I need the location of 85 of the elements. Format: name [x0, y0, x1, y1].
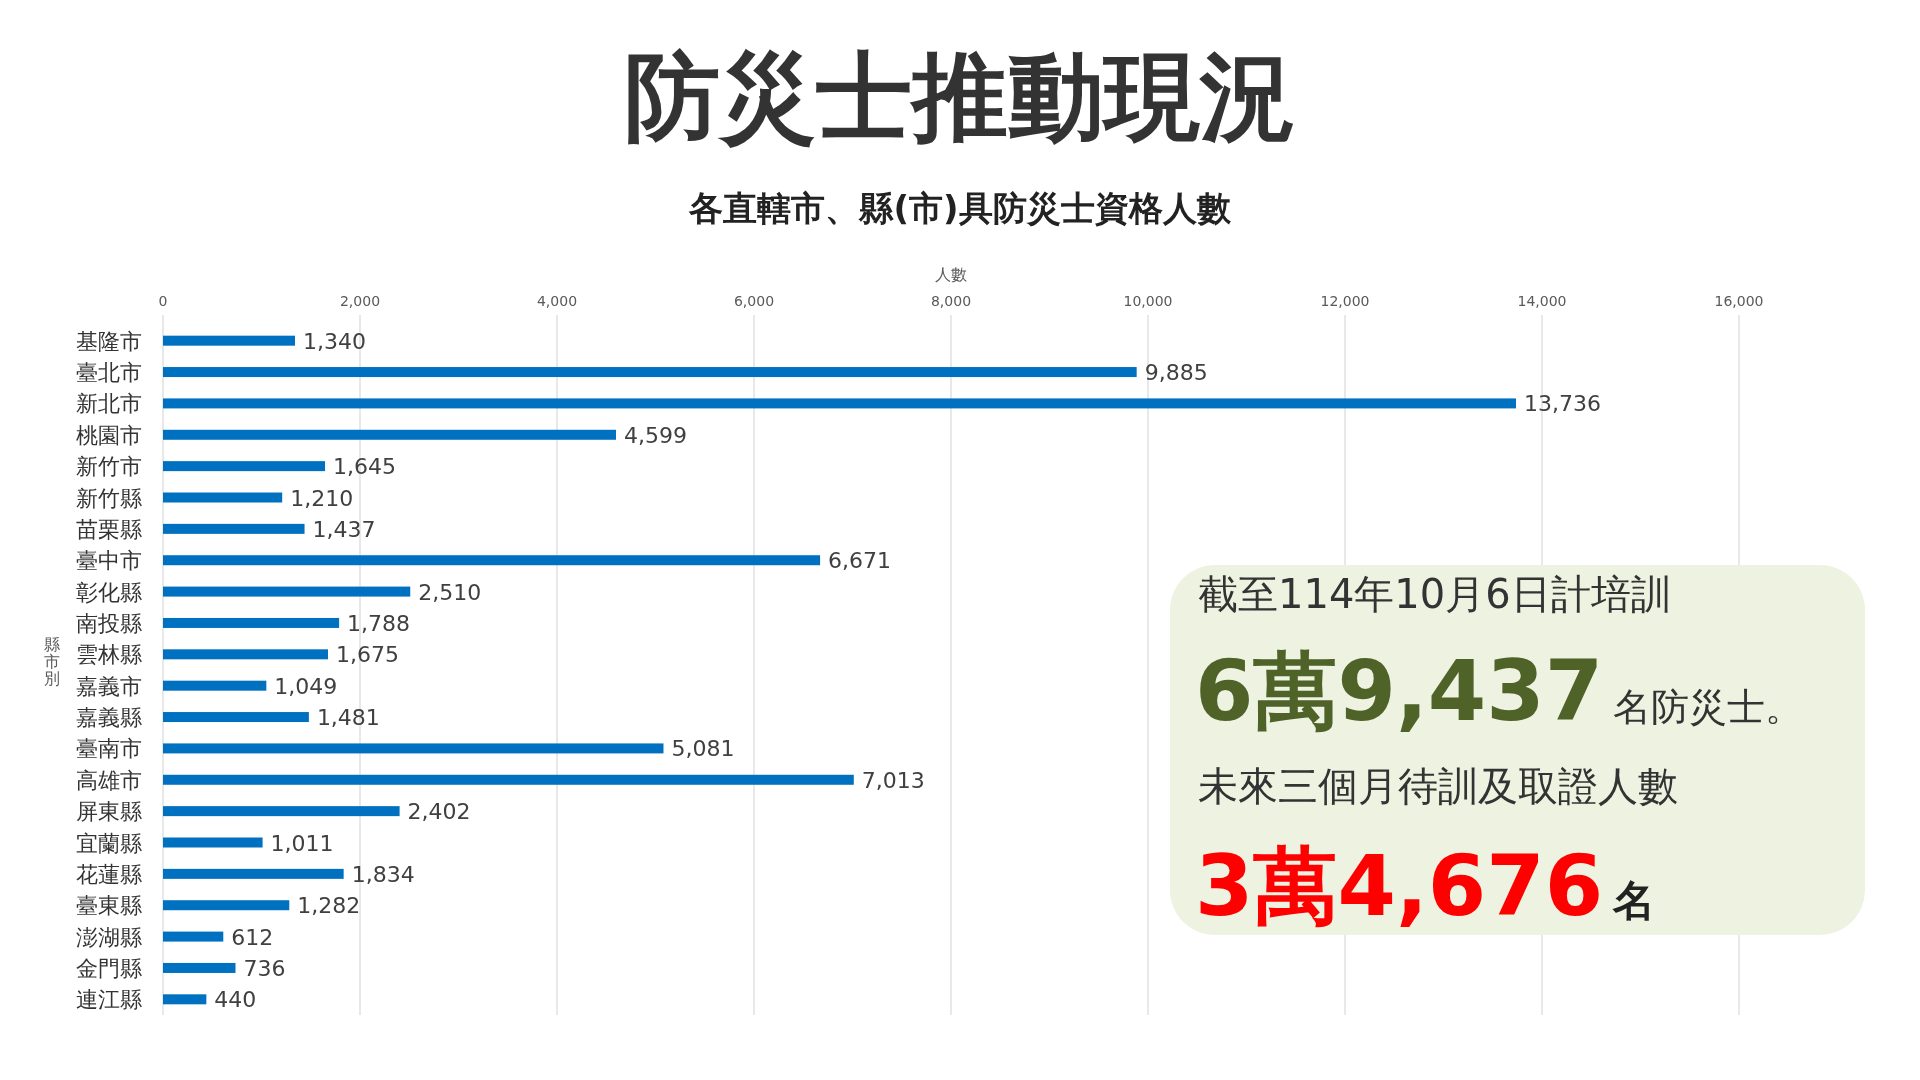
annotation: 名防災士。 — [1613, 685, 1804, 729]
data-label: 1,210 — [290, 485, 354, 511]
y-tick-label: 宜蘭縣 — [76, 830, 142, 856]
y-tick-label: 屏東縣 — [76, 799, 142, 825]
x-tick-label: 0 — [158, 293, 168, 309]
data-label: 1,282 — [297, 893, 361, 919]
bar — [163, 461, 326, 472]
y-tick-label: 新竹市 — [76, 454, 142, 480]
annotation: 未來三個月待訓及取證人數 — [1198, 763, 1678, 809]
bar — [163, 868, 344, 879]
data-label: 612 — [231, 924, 274, 950]
y-tick-label: 高雄市 — [76, 767, 142, 793]
data-label: 5,081 — [671, 736, 735, 762]
y-tick-label: 臺中市 — [76, 548, 142, 574]
bar — [163, 555, 821, 566]
data-label: 6,671 — [828, 548, 892, 574]
bar — [163, 586, 411, 597]
data-label: 1,481 — [316, 705, 380, 731]
annotation: 截至114年10月6日計培訓 — [1198, 571, 1671, 617]
bar — [163, 649, 328, 660]
data-label: 1,437 — [312, 516, 376, 542]
bar — [163, 994, 207, 1005]
annotation: 名 — [1612, 876, 1656, 925]
x-tick-label: 10,000 — [1123, 293, 1173, 309]
data-label: 2,402 — [407, 799, 471, 825]
y-tick-label: 苗栗縣 — [76, 516, 142, 542]
data-label: 4,599 — [624, 422, 687, 448]
y-tick-label: 彰化縣 — [76, 579, 142, 605]
y-tick-label: 臺北市 — [76, 360, 142, 386]
y-tick-label: 新竹縣 — [76, 485, 142, 511]
bar — [163, 335, 295, 346]
chart-subtitle: 各直轄市、縣(市)具防災士資格人數 — [688, 188, 1232, 228]
bar — [163, 617, 340, 628]
y-tick-label: 南投縣 — [76, 610, 142, 636]
bar — [163, 962, 236, 973]
bar — [163, 429, 616, 440]
x-tick-label: 6,000 — [733, 293, 775, 309]
bar — [163, 523, 305, 534]
y-tick-label: 金門縣 — [76, 955, 142, 981]
y-tick-label: 嘉義市 — [76, 673, 142, 699]
bar — [163, 931, 224, 942]
data-label: 1,834 — [351, 861, 415, 887]
y-tick-label: 連江縣 — [76, 987, 142, 1013]
x-axis-title: 人數 — [935, 265, 967, 284]
y-tick-label: 澎湖縣 — [76, 924, 142, 950]
y-tick-label: 嘉義縣 — [76, 705, 142, 731]
bar — [163, 367, 1137, 378]
bar — [163, 900, 290, 911]
x-tick-label: 14,000 — [1517, 293, 1567, 309]
y-tick-label: 花蓮縣 — [76, 861, 142, 887]
bar — [163, 712, 309, 723]
data-label: 1,675 — [335, 642, 399, 668]
bar — [163, 743, 664, 754]
y-tick-label: 臺南市 — [76, 736, 142, 762]
y-tick-label: 新北市 — [76, 391, 142, 417]
bar — [163, 398, 1516, 409]
bar — [163, 680, 267, 691]
y-tick-label: 雲林縣 — [76, 642, 142, 668]
y-tick-label: 基隆市 — [76, 328, 142, 354]
x-tick-label: 12,000 — [1320, 293, 1370, 309]
data-label: 1,788 — [347, 610, 411, 636]
bar — [163, 806, 400, 817]
bar — [163, 774, 854, 785]
data-label: 7,013 — [861, 767, 925, 793]
x-tick-label: 4,000 — [536, 293, 578, 309]
y-tick-label: 桃園市 — [76, 422, 142, 448]
data-label: 736 — [243, 955, 286, 981]
y-tick-label: 臺東縣 — [76, 893, 142, 919]
annotation: 3萬4,676 — [1195, 837, 1604, 935]
data-label: 1,049 — [274, 673, 338, 699]
data-label: 440 — [214, 987, 257, 1013]
bar — [163, 492, 283, 503]
x-tick-label: 8,000 — [930, 293, 972, 309]
data-label: 2,510 — [418, 579, 482, 605]
data-label: 1,011 — [270, 830, 334, 856]
annotation: 6萬9,437 — [1195, 642, 1604, 740]
data-label: 13,736 — [1524, 391, 1601, 417]
y-axis-title: 縣市別 — [44, 635, 60, 688]
data-label: 9,885 — [1144, 360, 1208, 386]
data-label: 1,340 — [302, 328, 366, 354]
chart-title: 防災士推動現況 — [624, 41, 1296, 153]
bar — [163, 837, 263, 848]
x-tick-label: 16,000 — [1714, 293, 1764, 309]
x-tick-label: 2,000 — [339, 293, 381, 309]
data-label: 1,645 — [333, 454, 397, 480]
